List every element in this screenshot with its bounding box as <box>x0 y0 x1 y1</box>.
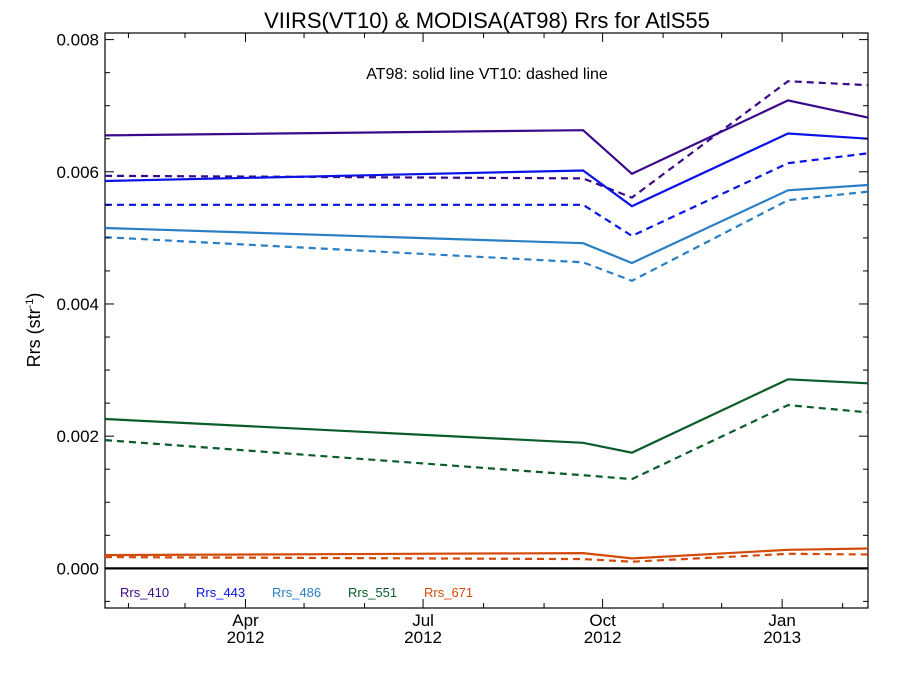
x-tick-label-month: Jul <box>412 611 434 630</box>
legend-entry: Rrs_443 <box>196 585 245 600</box>
series-rrs-410-at98-line <box>104 99 869 176</box>
plot-border <box>104 32 869 609</box>
y-axis-label: Rrs (str-1) <box>24 293 44 368</box>
series-rrs-551-vt10-line <box>104 403 869 481</box>
y-axis-label-text: Rrs (str <box>24 308 44 367</box>
y-tick-label: 0.002 <box>56 427 99 446</box>
y-tick-label: 0.006 <box>56 163 99 182</box>
series-rrs-671-at98-line <box>104 547 869 560</box>
y-axis-label-close-paren: ) <box>24 293 44 299</box>
x-tick-label-year: 2012 <box>227 628 265 647</box>
y-tick-label: 0.000 <box>56 559 99 578</box>
x-tick-label-month: Apr <box>232 611 259 630</box>
y-tick-label: 0.004 <box>56 295 99 314</box>
series-rrs-486-at98-line <box>104 183 869 265</box>
x-tick-label-year: 2012 <box>404 628 442 647</box>
x-tick-label-year: 2012 <box>584 628 622 647</box>
series-layer <box>104 80 869 563</box>
series-rrs-486-vt10-line <box>104 190 869 283</box>
series-rrs-443-vt10-line <box>105 152 869 238</box>
series-rrs-410-vt10-line <box>104 80 869 199</box>
plot-frame <box>104 32 869 609</box>
legend: Rrs_410 Rrs_443 Rrs_486 Rrs_551 Rrs_671 <box>120 585 473 600</box>
legend-entry: Rrs_671 <box>424 585 473 600</box>
chart-title: VIIRS(VT10) & MODISA(AT98) Rrs for AtlS5… <box>264 8 710 33</box>
series-rrs-551-at98-line <box>104 378 869 454</box>
y-axis-label-superscript: -1 <box>24 299 36 309</box>
series-rrs-443-at98-line <box>104 132 869 208</box>
legend-entry: Rrs_551 <box>348 585 397 600</box>
x-tick-label-year: 2013 <box>763 628 801 647</box>
x-tick-label-month: Oct <box>589 611 616 630</box>
series-rrs-671-vt10-line <box>104 552 869 563</box>
line-style-annotation: AT98: solid line VT10: dashed line <box>366 66 608 83</box>
axes-layer: 0.0000.0020.0040.0060.008Apr2012Jul2012O… <box>56 31 868 647</box>
legend-entry: Rrs_486 <box>272 585 321 600</box>
legend-entry: Rrs_410 <box>120 585 169 600</box>
y-tick-label: 0.008 <box>56 31 99 50</box>
x-tick-label-month: Jan <box>768 611 795 630</box>
